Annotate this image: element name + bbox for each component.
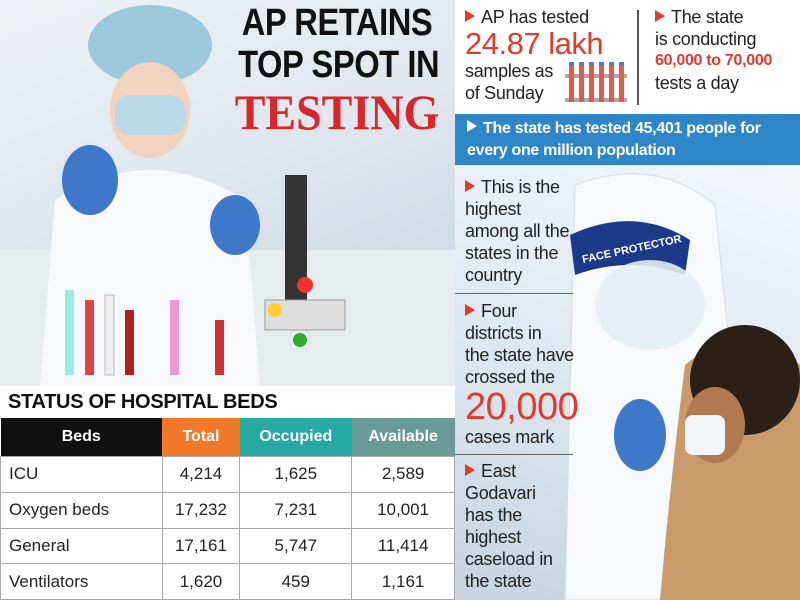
- fact-line: The state: [671, 7, 744, 27]
- table-cell: 17,161: [161, 527, 241, 565]
- bullet-line: This is the: [481, 177, 560, 197]
- bullet-line: states in the: [465, 243, 559, 263]
- bullet-line: Four: [481, 301, 517, 321]
- column-header: Beds: [0, 418, 163, 457]
- arrow: [465, 180, 475, 192]
- separator: [455, 293, 573, 294]
- headline-line: AP RETAINS: [241, 2, 433, 44]
- table-cell: 5,747: [239, 527, 353, 565]
- table-cell: 11,414: [351, 527, 455, 565]
- table-title: STATUS OF HOSPITAL BEDS: [0, 386, 455, 418]
- table-cell: ICU: [0, 456, 163, 493]
- arrow: [465, 10, 475, 22]
- table-cell: 1,620: [161, 563, 241, 600]
- bullet: Four districts in the state have crossed…: [465, 300, 595, 448]
- separator: [637, 10, 639, 105]
- fact-line: tests a day: [655, 73, 739, 93]
- lab-photo: [0, 0, 455, 386]
- column-header: Total: [162, 418, 240, 457]
- banner-line: every one million population: [467, 142, 676, 159]
- bullet-line: districts in: [465, 323, 542, 343]
- fact-line: is conducting: [655, 29, 757, 49]
- header-row: Beds Total Occupied Available: [0, 418, 455, 457]
- fact-daily: The state is conducting 60,000 to 70,000…: [655, 6, 772, 94]
- column-header: Occupied: [239, 418, 352, 457]
- bullet: East Godavari has the highest caseload i…: [465, 460, 595, 592]
- table-row: Ventilators 1,620 459 1,161: [0, 563, 455, 600]
- bullet-line: highest: [465, 527, 521, 547]
- banner: The state has tested 45,401 people for e…: [455, 114, 800, 166]
- table-cell: 2,589: [351, 456, 455, 493]
- table-body: ICU 4,214 1,625 2,589 Oxygen beds 17,232 7,231…: [0, 456, 455, 600]
- bullet-line: crossed the: [465, 367, 555, 387]
- arrow: [467, 120, 477, 132]
- bullet-line: highest: [465, 199, 521, 219]
- bullet-line: country: [465, 265, 522, 285]
- arrow: [465, 464, 475, 476]
- table-cell: 1,625: [239, 456, 353, 493]
- fact-figure: 24.87 lakh: [465, 26, 604, 61]
- table-cell: 17,232: [161, 491, 241, 529]
- bullet-line: caseload in: [465, 549, 553, 569]
- headline-line: TOP SPOT IN: [238, 44, 440, 86]
- banner-line: The state has tested 45,401 people for: [483, 120, 761, 137]
- bullet-line: the state have: [465, 345, 574, 365]
- health-worker-photo: FACE PROTECTOR: [455, 165, 800, 600]
- fact-line: samples as: [465, 61, 554, 81]
- bullet-line: among all the: [465, 221, 570, 241]
- bullet: This is the highest among all the states…: [465, 176, 595, 286]
- table-cell: Oxygen beds: [0, 491, 163, 529]
- bullet-line: has the: [465, 505, 522, 525]
- bullet-line: cases mark: [465, 427, 555, 447]
- bullet-figure: 20,000: [465, 386, 579, 428]
- bullet-line: Godavari: [465, 483, 536, 503]
- headline: AP RETAINS TOP SPOT IN TESTING: [222, 2, 452, 138]
- table-cell: Ventilators: [0, 563, 163, 600]
- table-row: ICU 4,214 1,625 2,589: [0, 456, 455, 493]
- fact-tested: AP has tested 24.87 lakh samples as of S…: [465, 6, 604, 104]
- table-cell: General: [0, 527, 163, 565]
- health-worker-illustration: FACE PROTECTOR: [564, 173, 800, 600]
- lab-illustration: [0, 5, 455, 386]
- fact-line: of Sunday: [465, 83, 544, 103]
- table-cell: 10,001: [351, 491, 455, 529]
- table-cell: 4,214: [161, 456, 241, 493]
- arrow: [465, 304, 475, 316]
- beds-table: Beds Total Occupied Available ICU 4,214 1,625…: [0, 418, 455, 600]
- headline-line: TESTING: [234, 84, 440, 140]
- fact-line: AP has tested: [481, 7, 589, 27]
- table-cell: 7,231: [239, 491, 353, 529]
- bullet-line: East: [481, 461, 516, 481]
- arrow: [655, 10, 665, 22]
- separator: [455, 454, 573, 455]
- test-tubes-icon: [565, 62, 627, 102]
- column-header: Available: [351, 418, 455, 457]
- fact-figure: 60,000 to 70,000: [655, 52, 773, 69]
- table-cell: 1,161: [351, 563, 455, 600]
- table-row: General 17,161 5,747 11,414: [0, 527, 455, 565]
- table-row: Oxygen beds 17,232 7,231 10,001: [0, 491, 455, 529]
- bullet-line: the state: [465, 571, 532, 591]
- table-cell: 459: [239, 563, 353, 600]
